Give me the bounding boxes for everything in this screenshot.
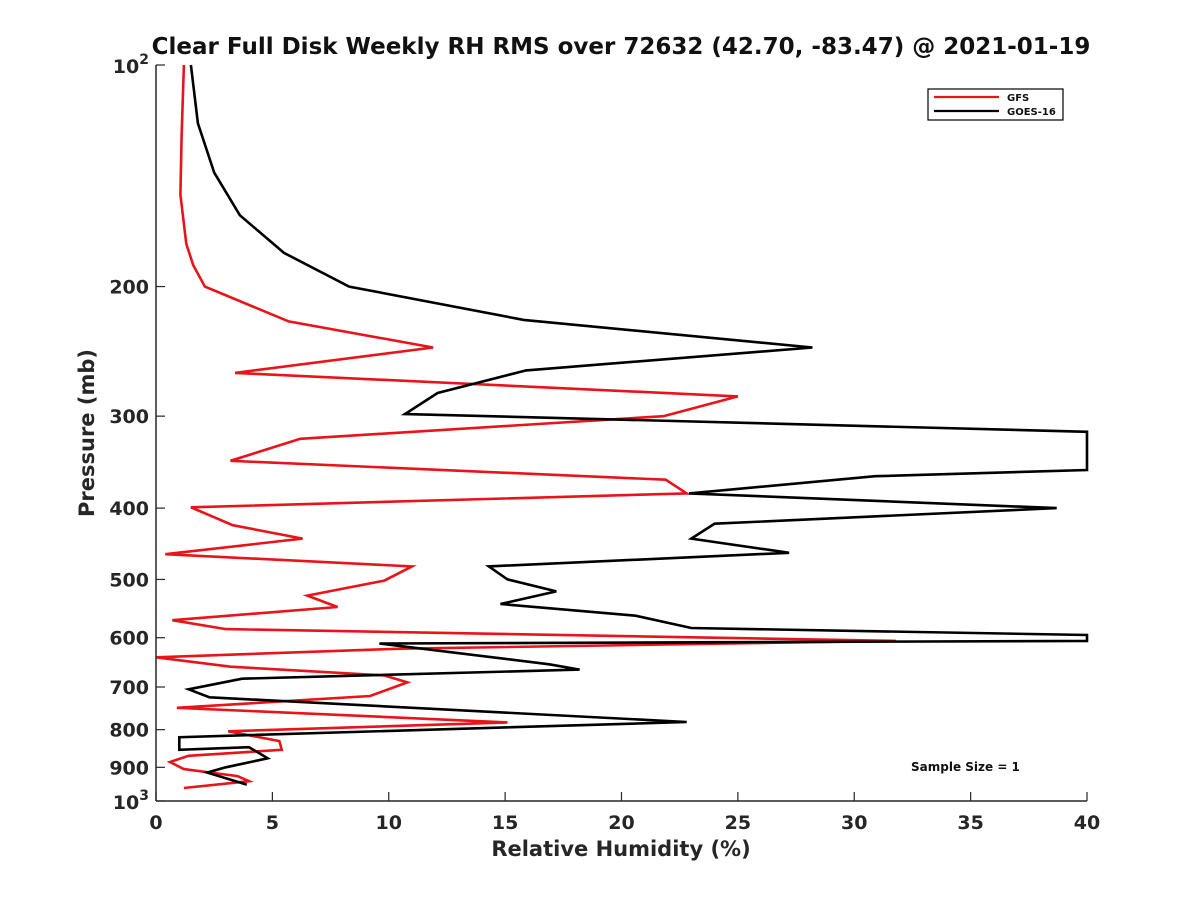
y-tick-label: 500 [109,569,149,591]
y-tick-label: 900 [109,757,149,779]
sample-size-annotation: Sample Size = 1 [911,760,1020,774]
y-axis-label: Pressure (mb) [75,349,99,517]
y-tick-label: 800 [109,720,149,742]
y-tick-label: 400 [109,498,149,520]
series-line-gfs [155,64,897,790]
chart-title: Clear Full Disk Weekly RH RMS over 72632… [152,34,1091,60]
legend-box [927,88,1064,121]
x-tick-label: 0 [149,812,162,834]
x-tick-label: 40 [1074,812,1100,834]
series-line-goes-16 [178,64,1089,786]
legend: GFS GOES-16 [927,88,1064,121]
x-tick-label: 25 [725,812,751,834]
x-axis-ticks: 0 5 10 15 20 25 30 35 40 [149,792,1100,834]
x-tick-label: 20 [608,812,634,834]
x-axis-label: Relative Humidity (%) [491,837,750,861]
legend-label-goes-16: GOES-16 [1007,107,1056,118]
y-tick-label: 102 [113,52,149,78]
y-axis-ticks: 102 200 300 400 500 600 700 800 900 103 [109,52,165,814]
x-tick-label: 30 [841,812,867,834]
x-tick-label: 15 [492,812,518,834]
y-tick-label: 700 [109,677,149,699]
x-tick-label: 10 [376,812,402,834]
y-tick-label: 200 [109,277,149,299]
x-tick-label: 35 [957,812,983,834]
legend-label-gfs: GFS [1007,93,1029,104]
y-tick-label: 300 [109,406,149,428]
y-tick-label: 103 [113,788,149,814]
plot-area [155,64,1089,790]
y-tick-label: 600 [109,628,149,650]
x-tick-label: 5 [266,812,279,834]
